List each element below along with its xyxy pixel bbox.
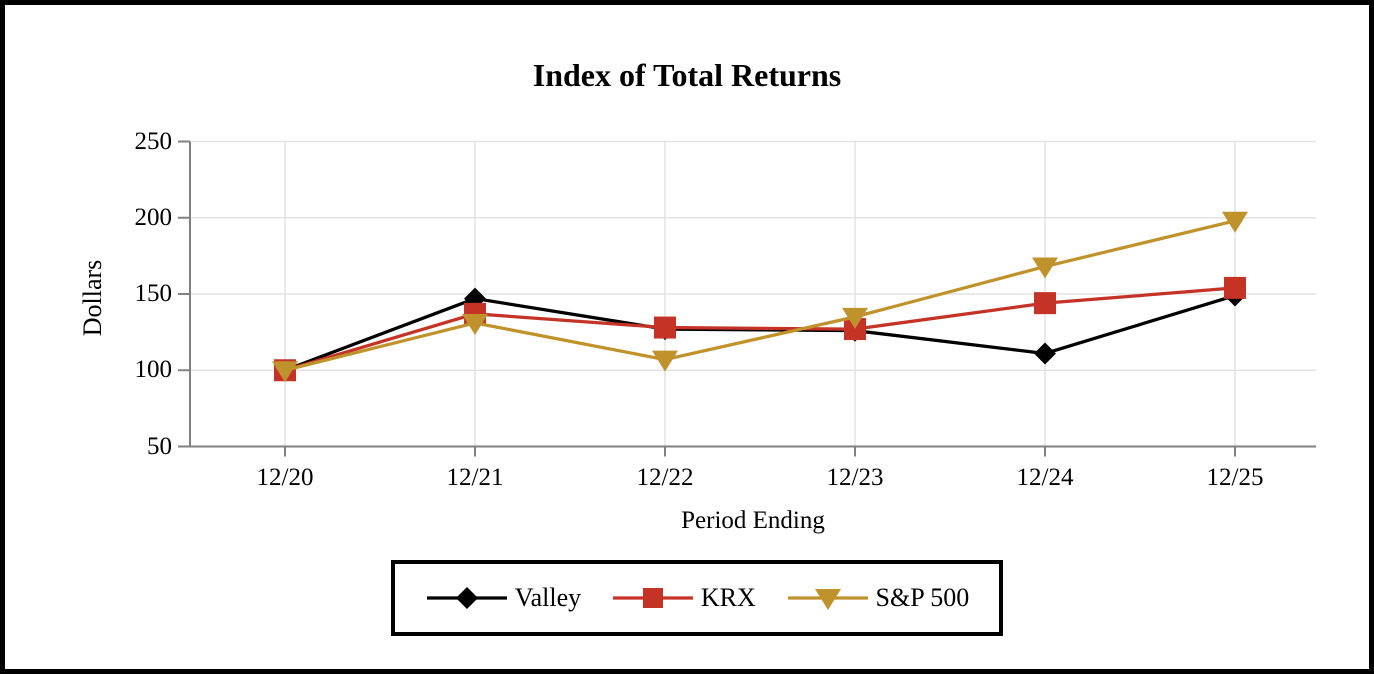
series-marker-krx: [844, 318, 866, 341]
series-marker-krx: [1224, 276, 1246, 299]
x-tick-label: 12/20: [256, 463, 314, 491]
x-axis-title: Period Ending: [681, 507, 825, 534]
series-marker-s-p-500: [842, 307, 868, 329]
y-tick-label: 200: [134, 203, 173, 231]
x-tick-label: 12/23: [826, 463, 884, 491]
legend-item-s-p-500: S&P 500: [786, 583, 970, 613]
legend-label: KRX: [700, 583, 756, 612]
legend-swatch-krx: [612, 588, 693, 608]
square-marker-icon: [642, 588, 663, 608]
y-tick-label: 250: [134, 127, 173, 155]
y-tick-label: 50: [147, 432, 172, 460]
x-tick-label: 12/25: [1206, 463, 1264, 491]
legend-swatch-s-p-500: [787, 589, 868, 610]
x-tick-label: 12/21: [446, 463, 504, 491]
chart-title: Index of Total Returns: [532, 57, 842, 93]
series-marker-krx: [654, 316, 676, 339]
legend-item-krx: KRX: [611, 583, 756, 613]
x-tick-label: 12/24: [1016, 463, 1074, 491]
plot-area: [178, 140, 1316, 457]
legend-item-valley: Valley: [425, 583, 581, 613]
triangle-down-marker-icon: [814, 589, 841, 610]
series-marker-s-p-500: [652, 350, 678, 372]
y-tick-label: 100: [134, 356, 173, 384]
y-tick-label: 150: [134, 280, 173, 307]
series-line-valley: [284, 293, 1236, 372]
series-line-krx: [284, 286, 1236, 372]
series-marker-s-p-500: [272, 361, 298, 383]
x-tick-label: 12/22: [636, 463, 694, 491]
diamond-marker-icon: [455, 587, 478, 609]
legend: Valley KRX S&P 500: [391, 560, 1003, 636]
series-marker-s-p-500: [462, 313, 488, 335]
series-marker-krx: [1034, 292, 1056, 315]
series-marker-valley: [1034, 342, 1056, 365]
legend-label: S&P 500: [875, 583, 970, 612]
legend-label: Valley: [514, 583, 582, 612]
series-marker-s-p-500: [1032, 257, 1058, 279]
series-line-s-p-500: [284, 219, 1236, 372]
legend-swatch-valley: [426, 587, 507, 609]
series-marker-s-p-500: [1222, 211, 1248, 233]
